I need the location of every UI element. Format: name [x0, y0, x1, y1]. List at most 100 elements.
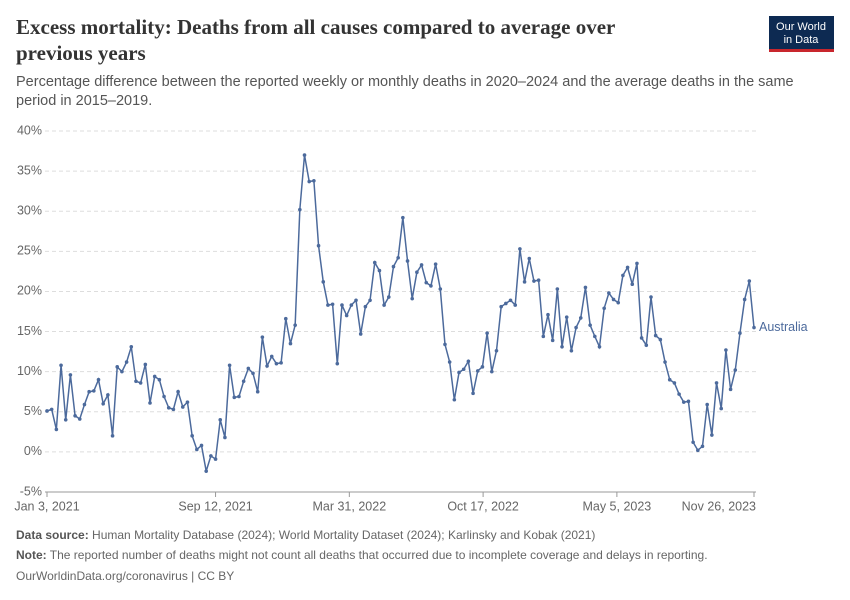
point — [265, 364, 269, 368]
point — [363, 304, 368, 309]
point — [82, 402, 87, 407]
point — [298, 207, 302, 212]
point — [63, 418, 68, 422]
point — [667, 377, 672, 382]
point — [466, 359, 471, 364]
x-tick-label: Sep 12, 2021 — [178, 499, 252, 513]
point — [424, 280, 429, 285]
point — [59, 363, 63, 368]
point — [438, 287, 443, 291]
point — [508, 298, 513, 303]
point — [340, 303, 344, 307]
point — [494, 349, 499, 353]
point — [447, 360, 452, 364]
point — [96, 377, 101, 382]
point — [691, 440, 695, 445]
x-tick-label: May 5, 2023 — [582, 499, 651, 513]
y-tick-label: 0% — [24, 444, 42, 458]
point — [705, 402, 709, 407]
source: Data source: Human Mortality Database (2… — [16, 528, 595, 542]
point — [321, 280, 326, 284]
point — [611, 297, 616, 302]
point — [733, 368, 738, 372]
note: Note: The reported number of deaths migh… — [16, 548, 708, 562]
point — [593, 334, 597, 339]
point — [92, 389, 96, 393]
y-tick-label: 15% — [17, 324, 42, 338]
point — [518, 247, 522, 251]
y-tick-label: 35% — [17, 163, 42, 177]
point — [237, 394, 241, 399]
point — [738, 331, 742, 335]
point — [663, 360, 667, 364]
point — [522, 280, 527, 284]
point — [377, 268, 382, 273]
point — [700, 444, 705, 449]
point — [101, 401, 105, 406]
logo-text: in Data — [784, 34, 820, 46]
point — [218, 418, 223, 422]
subtitle: period in 2015–2019. — [16, 93, 152, 109]
y-tick-label: 30% — [17, 204, 42, 218]
point — [255, 389, 260, 394]
point — [368, 298, 372, 303]
point — [148, 401, 152, 405]
point — [560, 344, 564, 349]
point — [49, 407, 54, 412]
point — [129, 344, 134, 349]
x-tick-label: Nov 26, 2023 — [682, 499, 756, 513]
point — [45, 409, 49, 413]
point — [157, 377, 162, 382]
point — [639, 336, 644, 340]
point — [452, 397, 457, 402]
x-tick-label: Oct 17, 2022 — [447, 499, 519, 513]
point — [195, 447, 199, 452]
point — [293, 323, 297, 327]
point — [344, 313, 349, 318]
source-label: Data source: — [16, 528, 89, 542]
point — [143, 362, 148, 367]
point — [564, 315, 569, 319]
series-line — [46, 154, 755, 472]
point — [499, 304, 503, 309]
point — [475, 369, 480, 373]
credit[interactable]: OurWorldinData.org/coronavirus | CC BY — [16, 569, 234, 583]
point — [443, 342, 447, 347]
point — [152, 374, 157, 379]
point — [644, 343, 649, 347]
point — [335, 361, 340, 366]
y-tick-label: 20% — [17, 284, 42, 298]
point — [372, 260, 377, 265]
point — [471, 391, 475, 396]
point — [686, 399, 691, 404]
point — [396, 255, 400, 260]
point — [490, 369, 494, 374]
point — [54, 427, 59, 432]
point — [681, 400, 686, 404]
point — [307, 179, 311, 184]
point — [649, 295, 653, 299]
point — [391, 264, 396, 269]
point — [578, 316, 583, 320]
point — [68, 373, 73, 377]
point — [630, 282, 635, 287]
y-tick-label: 40% — [17, 123, 42, 137]
point — [73, 413, 77, 418]
point — [752, 325, 756, 330]
logo[interactable] — [769, 16, 834, 52]
point — [204, 469, 208, 473]
point — [180, 405, 185, 409]
point — [532, 279, 536, 283]
point — [546, 312, 550, 317]
point — [302, 153, 307, 157]
point — [283, 316, 288, 321]
point — [330, 302, 335, 307]
point — [223, 435, 227, 440]
subtitle: Percentage difference between the report… — [16, 74, 794, 90]
point — [677, 392, 681, 396]
logo-bar — [769, 49, 834, 52]
point — [527, 256, 532, 261]
chart-title: previous years — [16, 41, 146, 65]
